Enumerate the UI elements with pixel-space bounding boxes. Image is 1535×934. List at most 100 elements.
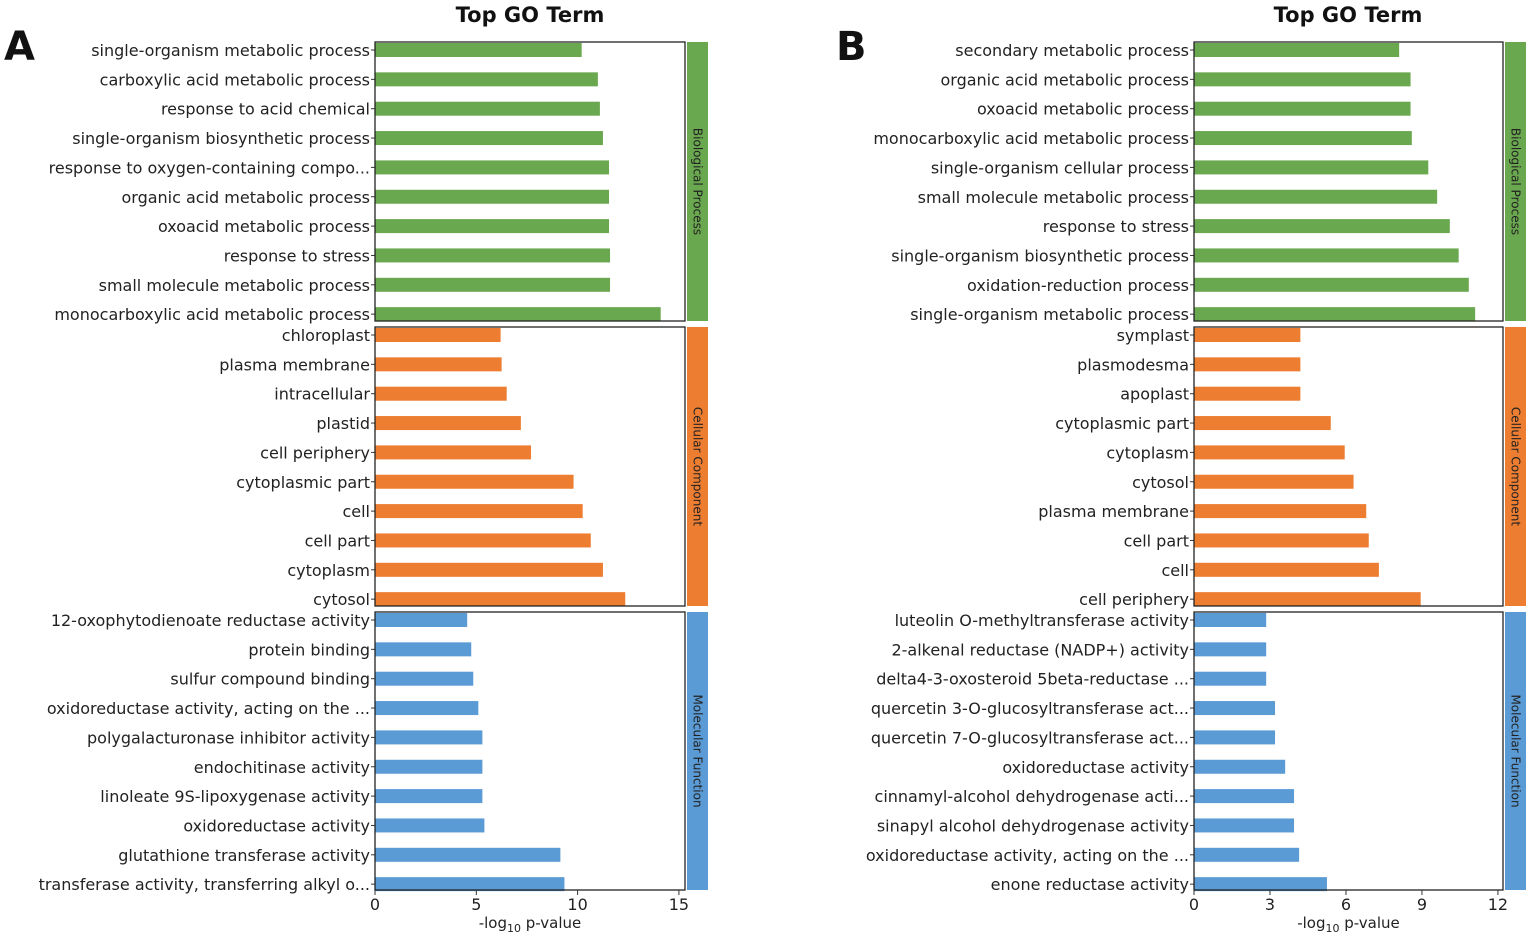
term-label: oxidation-reduction process [967, 276, 1189, 295]
bar [1194, 189, 1438, 204]
bar [1194, 416, 1331, 431]
term-label: single-organism metabolic process [91, 41, 370, 60]
term-label: carboxylic acid metabolic process [100, 70, 370, 89]
bar [1194, 533, 1369, 548]
term-label: response to acid chemical [161, 100, 370, 119]
facet-molecular-function: luteolin O-methyltransferase activity 2-a… [866, 611, 1526, 894]
bar [1194, 474, 1354, 489]
panel-letter: B [836, 24, 867, 70]
term-label: plasma membrane [219, 355, 370, 374]
facet-frame [1193, 611, 1504, 891]
chart-title: Top GO Term [1274, 3, 1423, 27]
term-label: plasma membrane [1038, 502, 1189, 521]
facet-strip [687, 612, 708, 890]
bar [375, 445, 532, 460]
x-tick-label: 0 [1189, 895, 1199, 914]
term-label: oxidoreductase activity [183, 816, 370, 835]
facet-biological-process: secondary metabolic process organic acid … [873, 41, 1526, 324]
bar [375, 671, 474, 686]
term-label: enone reductase activity [991, 875, 1189, 894]
x-tick-label: 9 [1417, 895, 1427, 914]
term-label: protein binding [248, 640, 370, 659]
bar [1194, 160, 1429, 175]
facet-strip [1505, 612, 1526, 890]
bar [1194, 357, 1301, 372]
term-label: oxoacid metabolic process [158, 217, 370, 236]
term-label: cytoplasm [287, 561, 370, 580]
term-label: endochitinase activity [194, 758, 370, 777]
bar [375, 386, 507, 401]
facet-strip [687, 42, 708, 321]
x-tick-label: 6 [1341, 895, 1351, 914]
bar [1194, 445, 1345, 460]
bar [1194, 219, 1450, 234]
term-label: apoplast [1120, 385, 1189, 404]
term-label: plasmodesma [1077, 355, 1189, 374]
term-label: organic acid metabolic process [121, 188, 370, 207]
x-axis-label: -log10 p-value [479, 914, 582, 934]
term-label: secondary metabolic process [955, 41, 1189, 60]
term-label: monocarboxylic acid metabolic process [873, 129, 1189, 148]
term-label: response to stress [1043, 217, 1189, 236]
term-label: monocarboxylic acid metabolic process [54, 305, 370, 324]
term-label: small molecule metabolic process [99, 276, 370, 295]
term-label: single-organism biosynthetic process [891, 246, 1189, 265]
term-label: transferase activity, transferring alkyl… [39, 875, 370, 894]
panel-b: B Top GO Term secondary metabolic process o… [836, 3, 1526, 934]
bar [1194, 701, 1276, 716]
term-label: chloroplast [282, 326, 370, 345]
bar [1194, 847, 1300, 862]
bar [1194, 131, 1412, 146]
facet-frame [374, 326, 686, 607]
term-label: cell [342, 502, 370, 521]
term-label: intracellular [274, 385, 370, 404]
bar [375, 189, 610, 204]
facet-frame [1193, 41, 1504, 322]
facet-frame [374, 41, 686, 322]
bar [375, 160, 610, 175]
bar [1194, 72, 1411, 87]
facet-strip-label: Molecular Function [691, 694, 705, 807]
facet-strip-label: Biological Process [1509, 128, 1523, 235]
bar [375, 592, 626, 607]
bar [375, 277, 611, 292]
bar [375, 307, 661, 322]
bar [375, 219, 610, 234]
term-label: cell periphery [1079, 590, 1189, 609]
bar [1194, 307, 1476, 322]
facet-strip-label: Molecular Function [1509, 694, 1523, 807]
facet-strip-label: Cellular Component [1509, 407, 1523, 526]
bar [375, 613, 468, 627]
term-label: oxidoreductase activity, acting on the .… [866, 846, 1189, 865]
bar [1194, 386, 1301, 401]
bar [375, 562, 603, 577]
term-label: organic acid metabolic process [940, 70, 1189, 89]
term-label: single-organism metabolic process [910, 305, 1189, 324]
term-label: delta4-3-oxosteroid 5beta-reductase ... [876, 670, 1189, 689]
facet-cellular-component: chloroplast plasma membrane intracellular p… [219, 326, 708, 609]
bar [1194, 613, 1267, 627]
term-label: 12-oxophytodienoate reductase activity [51, 611, 370, 630]
bar [375, 72, 598, 87]
bar [1194, 877, 1327, 892]
bar [375, 101, 600, 116]
bar [1194, 562, 1379, 577]
term-label: cytoplasmic part [1055, 414, 1189, 433]
bar [1194, 818, 1295, 833]
bar [1194, 642, 1267, 657]
bar [1194, 101, 1411, 116]
term-label: cytoplasmic part [236, 473, 370, 492]
bar [375, 248, 611, 263]
bar [1194, 248, 1459, 263]
bar [375, 416, 521, 431]
term-label: cell part [305, 531, 370, 550]
term-label: cytosol [1132, 473, 1189, 492]
term-label: single-organism biosynthetic process [72, 129, 370, 148]
term-label: symplast [1117, 326, 1189, 345]
term-label: single-organism cellular process [931, 158, 1189, 177]
bar [375, 131, 603, 146]
term-label: sinapyl alcohol dehydrogenase activity [877, 816, 1189, 835]
x-tick-label: 5 [471, 895, 481, 914]
facet-strip-label: Cellular Component [691, 407, 705, 526]
